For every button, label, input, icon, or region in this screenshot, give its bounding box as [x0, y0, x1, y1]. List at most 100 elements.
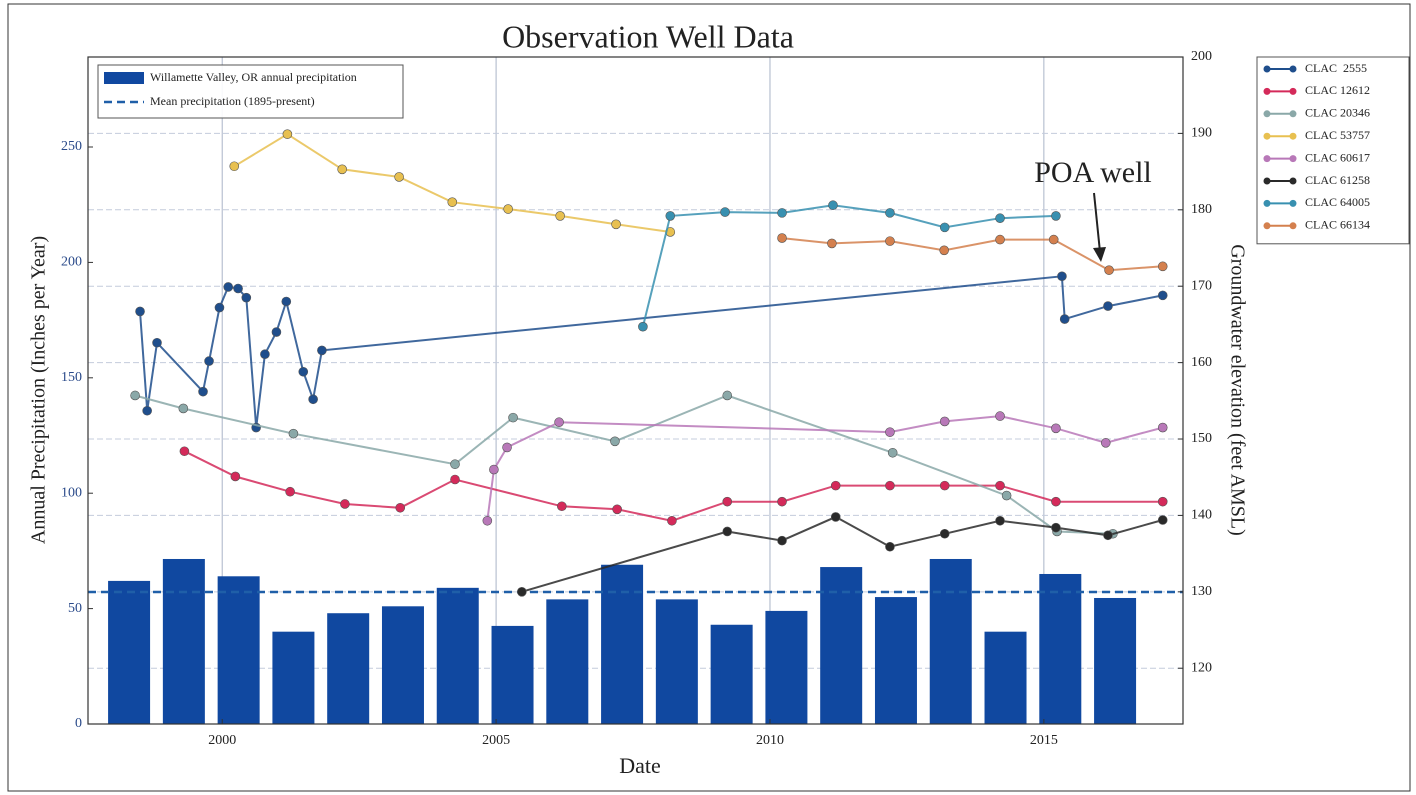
series-marker [939, 222, 950, 233]
series-marker [828, 200, 838, 211]
series-line [486, 415, 1163, 521]
series-marker [722, 496, 733, 507]
series-line [134, 394, 1113, 535]
series-marker [308, 394, 318, 405]
legend-label: CLAC 64005 [1305, 195, 1370, 209]
annotation: POA well [1034, 156, 1152, 189]
series-marker [1001, 490, 1012, 501]
series-marker [1157, 496, 1168, 507]
y-axis-label: Annual Precipitation (Inches per Year) [28, 236, 50, 544]
plot-frame [87, 56, 1184, 725]
series-marker [394, 172, 404, 182]
series-marker [777, 535, 787, 546]
bar [984, 631, 1027, 724]
bar [765, 610, 808, 724]
series-marker [667, 515, 677, 526]
series-marker [179, 446, 190, 457]
bars [88, 558, 1183, 724]
series-marker [995, 515, 1005, 526]
x-axis-label: Date [619, 753, 661, 778]
y-tick-label: 100 [61, 485, 82, 500]
series-marker [1104, 265, 1114, 275]
legend-swatch [1263, 199, 1271, 207]
legend-swatch [1289, 87, 1297, 95]
legend-swatch [1289, 65, 1297, 73]
bar [381, 606, 424, 724]
series-marker [233, 283, 243, 294]
legend-label: CLAC 61258 [1305, 173, 1370, 187]
series-marker [722, 526, 733, 537]
series-marker [939, 480, 950, 491]
series-marker [554, 417, 564, 428]
series-marker [827, 238, 837, 249]
y2-tick-label: 190 [1191, 126, 1212, 141]
series-marker [885, 236, 895, 246]
series-marker [282, 129, 293, 139]
series-line [781, 237, 1163, 272]
series-marker [638, 321, 648, 332]
legend-swatch [1263, 155, 1271, 163]
series-marker [450, 459, 460, 470]
series-marker [288, 428, 299, 439]
bar [108, 580, 151, 724]
series-marker [178, 403, 189, 414]
series-marker [447, 197, 458, 207]
y2-tick-label: 200 [1191, 49, 1212, 64]
series-marker [995, 411, 1005, 421]
series-marker [995, 213, 1005, 224]
bar [929, 558, 972, 724]
legend-label: CLAC 66134 [1305, 218, 1370, 232]
series-marker [508, 412, 518, 423]
series-marker [557, 501, 567, 512]
series-marker [1157, 290, 1168, 301]
lines [130, 129, 1168, 597]
series-marker [260, 349, 270, 360]
series-marker [1157, 515, 1168, 525]
y2-axis-label: Groundwater elevation (feet AMSL) [1226, 244, 1248, 536]
series-marker [241, 292, 252, 303]
series-marker [230, 471, 241, 482]
legend-swatch [1263, 110, 1271, 118]
bar [327, 613, 370, 724]
x-tick-label: 2000 [208, 733, 236, 748]
series-marker [939, 528, 950, 539]
series-marker [502, 442, 512, 453]
series-marker [1051, 211, 1061, 221]
series-marker [777, 496, 787, 507]
bar [491, 625, 534, 724]
y2-tick-label: 170 [1191, 278, 1212, 293]
series-marker [135, 306, 145, 317]
legend-swatch [1289, 132, 1297, 140]
series-marker [482, 515, 493, 526]
legend-label: CLAC 2555 [1305, 61, 1367, 75]
series-marker [995, 234, 1005, 245]
bar [272, 631, 315, 724]
series-marker [517, 587, 527, 597]
x-tick-label: 2005 [482, 733, 510, 748]
legend-swatch [1263, 132, 1271, 140]
series-marker [995, 480, 1005, 491]
series-marker [555, 211, 565, 221]
legend-swatch [104, 72, 144, 84]
series-marker [450, 474, 460, 485]
series-marker [1057, 271, 1067, 282]
series-marker [885, 427, 895, 437]
series-line [521, 515, 1163, 593]
legend-label: Willamette Valley, OR annual precipitati… [150, 70, 357, 84]
y-tick-label: 150 [61, 370, 82, 385]
series-marker [214, 302, 225, 313]
series-marker [1100, 438, 1111, 448]
legend-label: CLAC 53757 [1305, 128, 1370, 142]
series-marker [340, 499, 350, 509]
legend: Willamette Valley, OR annual precipitati… [97, 56, 1410, 245]
legend-swatch [1263, 177, 1271, 185]
series-marker [285, 486, 295, 497]
series-marker [612, 504, 622, 515]
series-marker [1051, 496, 1061, 507]
series-marker [611, 219, 621, 230]
series-marker [1103, 301, 1113, 311]
legend-swatch [1289, 199, 1297, 207]
y2-tick-label: 140 [1191, 508, 1212, 523]
legend-swatch [1289, 222, 1297, 230]
bar [1039, 573, 1082, 724]
